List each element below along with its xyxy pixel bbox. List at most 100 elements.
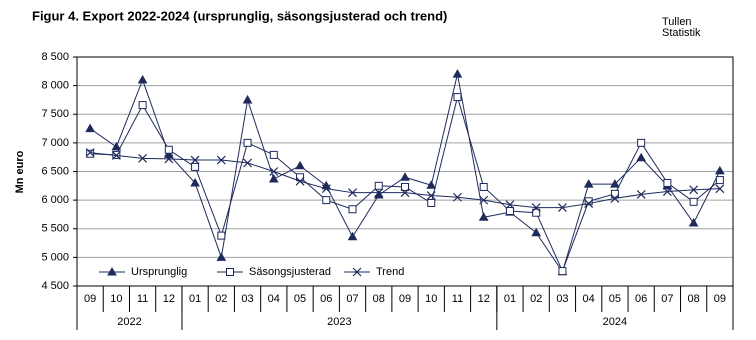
x-tick-label: 06: [320, 293, 332, 305]
x-tick-label: 05: [294, 293, 306, 305]
x-tick-label: 07: [661, 293, 673, 305]
x-tick-label: 01: [504, 293, 516, 305]
marker: [610, 179, 620, 188]
marker: [689, 185, 699, 195]
marker: [269, 167, 279, 176]
y-tick-label: 6 000: [41, 194, 69, 206]
marker: [401, 182, 409, 191]
marker: [610, 193, 620, 203]
marker: [715, 176, 724, 185]
marker: [427, 198, 436, 207]
year-label: 2024: [603, 316, 627, 328]
marker: [85, 123, 95, 133]
marker: [243, 158, 252, 168]
marker: [374, 181, 383, 190]
marker: [296, 173, 305, 182]
marker: [479, 182, 488, 191]
y-tick-label: 5 500: [41, 223, 69, 235]
marker: [426, 180, 437, 189]
marker: [190, 177, 200, 187]
legend-marker: [226, 268, 234, 276]
legend-marker: [107, 266, 117, 276]
marker: [689, 197, 698, 206]
marker: [295, 176, 305, 186]
marker: [217, 231, 226, 240]
x-tick-label: 05: [609, 293, 621, 305]
marker: [86, 149, 95, 158]
x-tick-label: 11: [452, 293, 463, 305]
marker: [164, 145, 173, 154]
x-tick-label: 03: [241, 293, 253, 305]
marker: [374, 188, 384, 198]
x-tick-label: 08: [373, 293, 385, 305]
marker: [216, 252, 227, 261]
y-tick-label: 4 500: [41, 280, 69, 292]
y-tick-label: 6 500: [41, 165, 69, 177]
marker: [191, 162, 200, 171]
marker: [348, 205, 357, 214]
marker: [584, 199, 594, 208]
marker: [505, 200, 515, 210]
marker: [190, 155, 200, 165]
marker: [163, 149, 174, 158]
marker: [242, 94, 253, 104]
y-tick-label: 7 500: [41, 108, 69, 120]
plot-frame: [76, 56, 734, 287]
legend-label: Trend: [376, 266, 404, 278]
marker: [400, 188, 410, 198]
x-tick-label: 09: [84, 293, 96, 305]
chart-title: Figur 4. Export 2022-2024 (ursprunglig, …: [32, 8, 447, 23]
marker: [348, 188, 357, 198]
legend-label: Ursprunglig: [131, 266, 187, 278]
marker: [347, 231, 358, 241]
marker: [558, 267, 567, 276]
marker: [243, 138, 252, 147]
marker: [453, 192, 462, 202]
marker: [715, 184, 725, 194]
marker: [295, 160, 305, 170]
marker: [532, 208, 541, 217]
x-tick-label: 02: [215, 293, 227, 305]
y-tick-label: 5 000: [41, 251, 69, 263]
marker: [137, 74, 148, 84]
x-tick-label: 04: [583, 293, 595, 305]
x-tick-label: 09: [399, 293, 411, 305]
marker: [636, 189, 646, 199]
marker: [216, 155, 226, 165]
marker: [138, 101, 147, 110]
x-tick-label: 04: [268, 293, 280, 305]
marker: [610, 189, 619, 198]
marker: [505, 207, 514, 216]
marker: [426, 191, 436, 200]
x-tick-label: 12: [478, 293, 490, 305]
marker: [85, 148, 95, 158]
marker: [715, 165, 725, 175]
marker: [321, 184, 331, 194]
marker: [268, 173, 279, 183]
marker: [400, 172, 410, 181]
marker: [637, 138, 646, 147]
y-tick-label: 8 500: [41, 51, 69, 63]
x-tick-label: 02: [530, 293, 542, 305]
marker: [453, 93, 462, 102]
marker: [322, 196, 331, 205]
x-tick-label: 08: [688, 293, 700, 305]
marker: [164, 154, 174, 164]
marker: [111, 151, 121, 160]
marker: [269, 150, 278, 159]
x-tick-label: 12: [163, 293, 175, 305]
source-line: Tullen: [662, 16, 692, 28]
x-tick-label: 10: [425, 293, 437, 305]
source-line: Statistik: [662, 27, 701, 39]
marker: [662, 187, 672, 196]
legend-marker: [352, 267, 362, 277]
x-tick-label: 07: [346, 293, 358, 305]
marker: [479, 195, 489, 205]
marker: [584, 197, 593, 206]
marker: [558, 203, 567, 212]
marker: [636, 152, 647, 162]
marker: [478, 212, 489, 221]
x-tick-label: 11: [137, 293, 148, 305]
x-tick-label: 03: [556, 293, 568, 305]
